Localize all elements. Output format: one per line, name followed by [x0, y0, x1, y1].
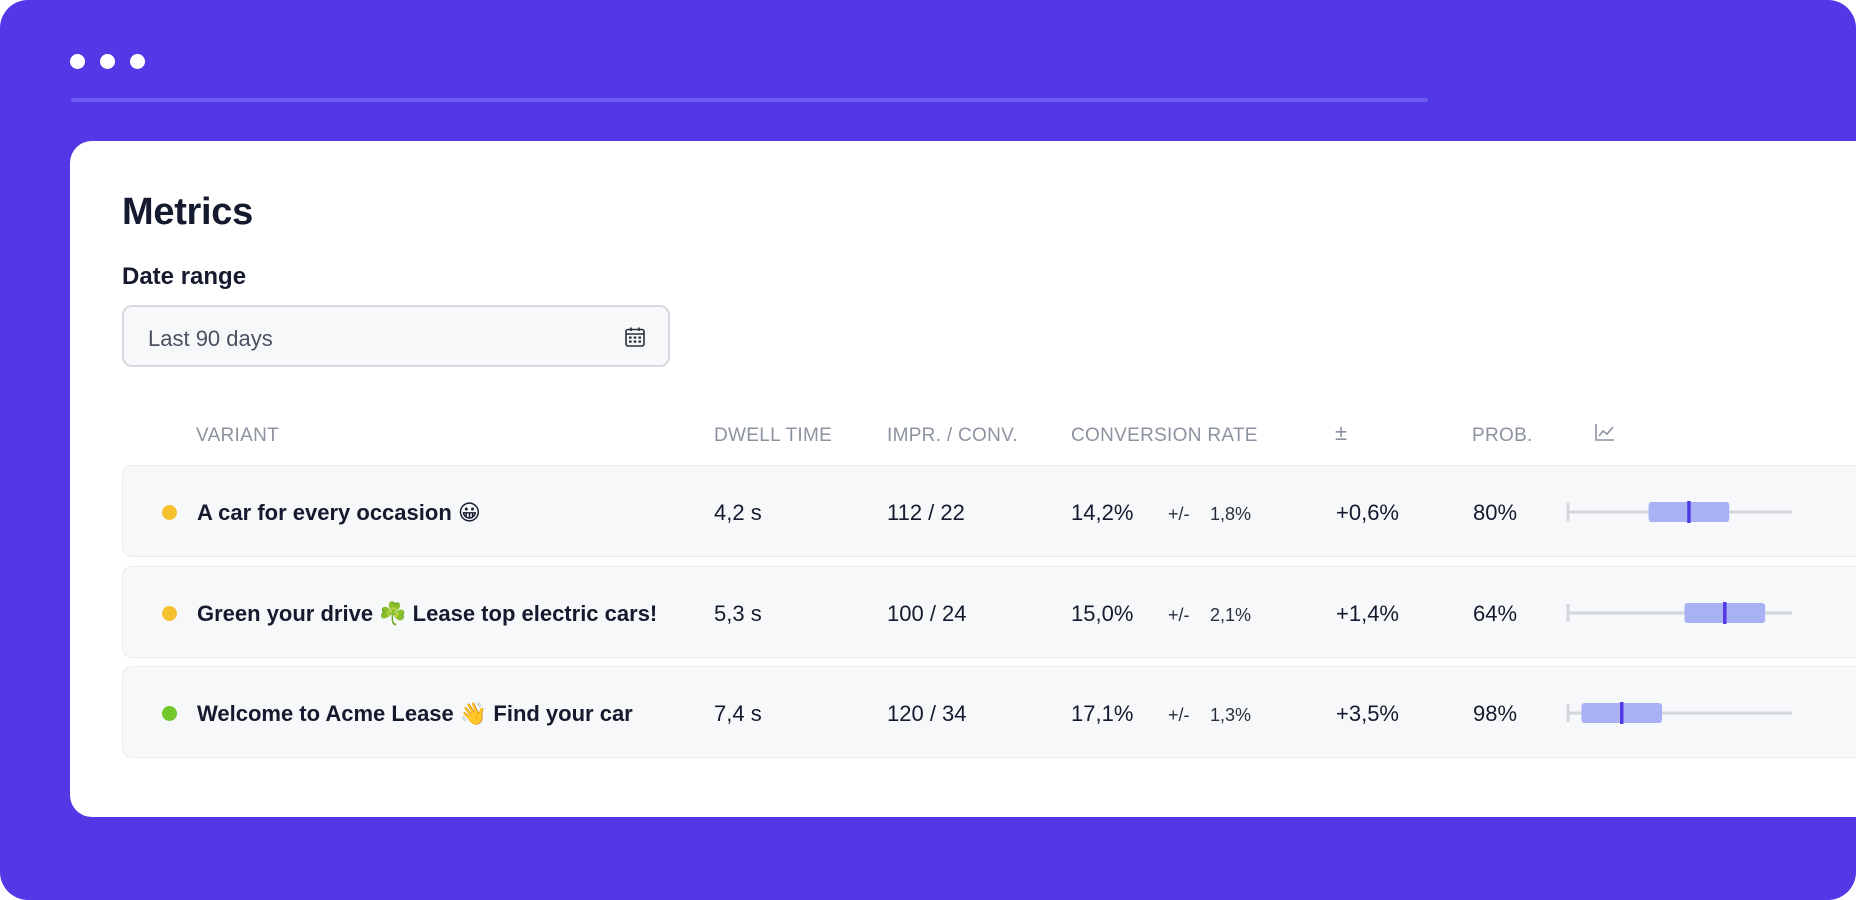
date-range-value: Last 90 days [148, 326, 273, 351]
column-header-conversion-rate[interactable]: CONVERSION RATE [1071, 425, 1258, 446]
box-plot [1566, 702, 1792, 724]
page-title: Metrics [122, 191, 253, 233]
margin-of-error: 1,8% [1210, 504, 1252, 524]
variant-name: A car for every occasion 😀 [197, 500, 481, 525]
plus-minus-label: +/- [1168, 605, 1190, 625]
uplift: +1,4% [1336, 601, 1399, 626]
impressions-conversions: 120 / 34 [887, 701, 967, 726]
conversion-rate: 14,2% [1071, 500, 1134, 525]
window-dot-3[interactable] [130, 54, 145, 69]
column-header-impressions-conversions[interactable]: IMPR. / CONV. [887, 425, 1018, 446]
impressions-conversions: 100 / 24 [887, 601, 967, 626]
box-plot [1566, 602, 1792, 624]
dwell-time: 7,4 s [714, 701, 762, 726]
uplift: +0,6% [1336, 500, 1399, 525]
status-dot [162, 706, 177, 721]
margin-of-error: 2,1% [1210, 605, 1252, 625]
margin-of-error: 1,3% [1210, 705, 1252, 725]
plus-minus-icon[interactable]: ± [1335, 420, 1348, 445]
box-plot [1566, 501, 1792, 523]
date-range-label: Date range [122, 263, 247, 290]
status-dot [162, 505, 177, 520]
window-dot-2[interactable] [100, 54, 115, 69]
uplift: +3,5% [1336, 701, 1399, 726]
table-row[interactable]: A car for every occasion 😀 4,2 s 112 / 2… [122, 465, 1856, 557]
table-row[interactable]: Green your drive ☘️ Lease top electric c… [122, 566, 1856, 658]
probability: 80% [1473, 500, 1518, 525]
status-dot [162, 606, 177, 621]
conversion-rate: 15,0% [1071, 601, 1134, 626]
variant-name: Green your drive ☘️ Lease top electric c… [197, 601, 658, 626]
window-dot-1[interactable] [70, 54, 85, 69]
column-header-probability[interactable]: PROB. [1472, 425, 1533, 446]
impressions-conversions: 112 / 22 [887, 500, 965, 525]
conversion-rate: 17,1% [1071, 701, 1134, 726]
plus-minus-label: +/- [1168, 705, 1190, 725]
metrics-panel: Metrics Date range Last 90 days VARIANT … [70, 141, 1856, 817]
calendar-icon[interactable] [624, 326, 646, 348]
column-header-variant[interactable]: VARIANT [196, 425, 280, 446]
dwell-time: 4,2 s [714, 500, 762, 525]
column-header-dwell-time[interactable]: DWELL TIME [714, 425, 833, 446]
table-row[interactable]: Welcome to Acme Lease 👋 Find your car 7,… [122, 666, 1856, 758]
probability: 64% [1473, 601, 1518, 626]
window-controls [70, 54, 145, 69]
address-bar-divider [71, 98, 1428, 102]
line-chart-icon[interactable] [1594, 422, 1616, 442]
dwell-time: 5,3 s [714, 601, 762, 626]
probability: 98% [1473, 701, 1518, 726]
plus-minus-label: +/- [1168, 504, 1190, 524]
date-range-picker[interactable]: Last 90 days [122, 305, 670, 367]
variant-name: Welcome to Acme Lease 👋 Find your car [197, 701, 633, 726]
